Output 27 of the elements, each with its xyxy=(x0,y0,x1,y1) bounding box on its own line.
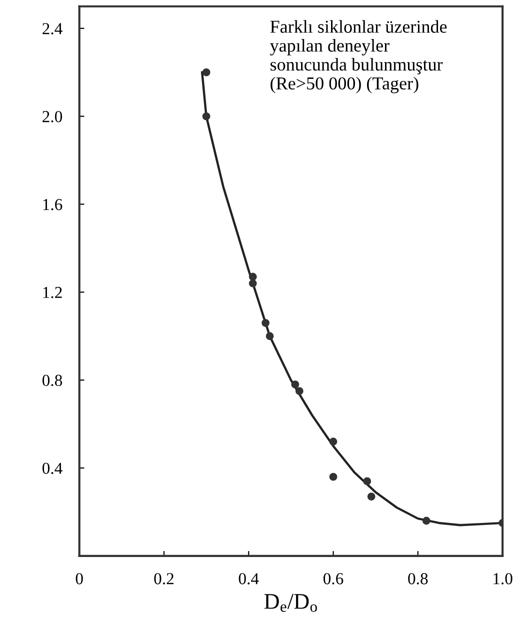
point xyxy=(363,477,372,486)
annotation: Farklı siklonlar üzerinde yapılan deneyler sonucunda bulunmuştur (Re>50 000) (Tager) xyxy=(270,20,447,94)
point xyxy=(202,112,210,120)
x-tick-label: 1.0 xyxy=(494,573,512,584)
point xyxy=(422,516,430,525)
point xyxy=(329,472,338,481)
x-axis-title: D$_{e}$/D$_{o}$ xyxy=(264,594,317,612)
y-tick-label: 1.6 xyxy=(43,198,62,210)
x-tick-label: 0 xyxy=(76,573,83,584)
point xyxy=(291,380,300,388)
point xyxy=(248,279,257,288)
point xyxy=(266,332,274,340)
x-tick-label: 0.4 xyxy=(238,573,259,584)
point xyxy=(202,68,210,76)
x-tick-label: 0.8 xyxy=(408,573,428,584)
point xyxy=(329,438,338,446)
point xyxy=(262,318,270,327)
y-tick-label: 1.2 xyxy=(43,286,62,298)
y-tick-label: 0.8 xyxy=(42,374,62,386)
point xyxy=(248,272,257,281)
x-tick-label: 0.2 xyxy=(154,573,174,584)
point xyxy=(295,387,304,396)
point xyxy=(367,492,376,501)
y-tick-label: 0.4 xyxy=(42,462,62,474)
y-tick-label: 2.0 xyxy=(42,110,62,122)
y-tick-label: 2.4 xyxy=(42,23,62,34)
x-tick-label: 0.6 xyxy=(323,573,344,584)
